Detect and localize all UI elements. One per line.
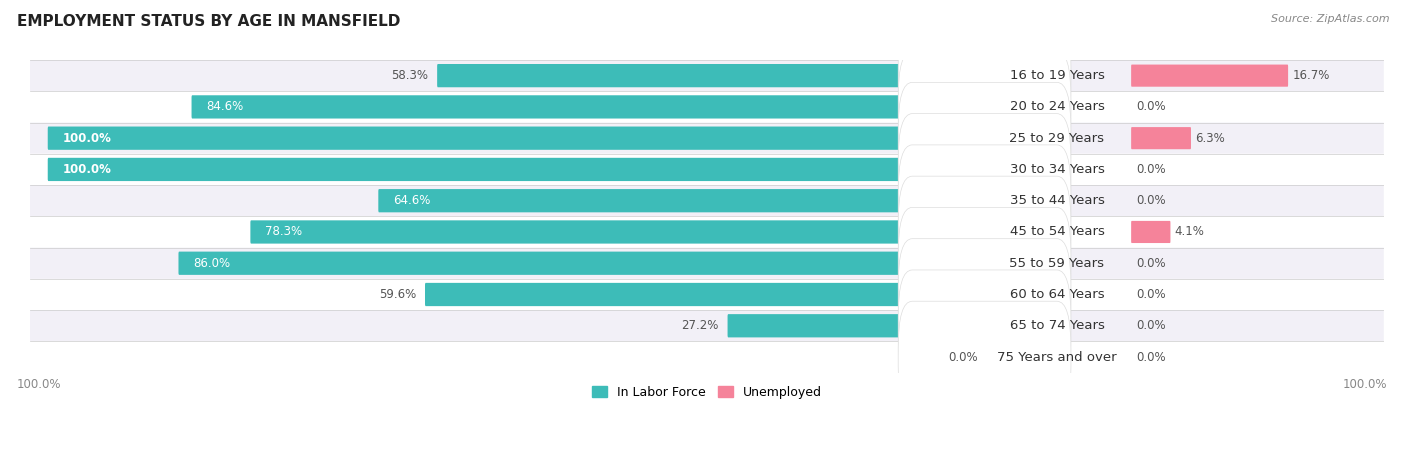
Text: 27.2%: 27.2% [682, 319, 718, 332]
FancyBboxPatch shape [1132, 127, 1191, 149]
Text: Source: ZipAtlas.com: Source: ZipAtlas.com [1271, 14, 1389, 23]
FancyBboxPatch shape [898, 238, 1071, 350]
Text: 0.0%: 0.0% [1136, 163, 1166, 176]
FancyBboxPatch shape [191, 95, 983, 118]
Text: 58.3%: 58.3% [391, 69, 429, 82]
FancyBboxPatch shape [30, 60, 1384, 91]
FancyBboxPatch shape [425, 283, 983, 306]
FancyBboxPatch shape [727, 314, 983, 338]
Text: 0.0%: 0.0% [1136, 100, 1166, 113]
Text: 0.0%: 0.0% [1136, 351, 1166, 364]
FancyBboxPatch shape [48, 158, 983, 181]
Text: EMPLOYMENT STATUS BY AGE IN MANSFIELD: EMPLOYMENT STATUS BY AGE IN MANSFIELD [17, 14, 401, 28]
Text: 45 to 54 Years: 45 to 54 Years [1010, 225, 1104, 238]
Text: 0.0%: 0.0% [948, 351, 977, 364]
Text: 100.0%: 100.0% [62, 132, 111, 144]
FancyBboxPatch shape [250, 220, 983, 243]
Text: 0.0%: 0.0% [1136, 288, 1166, 301]
FancyBboxPatch shape [1132, 64, 1288, 87]
Text: 0.0%: 0.0% [1136, 194, 1166, 207]
FancyBboxPatch shape [898, 301, 1071, 413]
Text: 84.6%: 84.6% [207, 100, 243, 113]
FancyBboxPatch shape [30, 154, 1384, 185]
Text: 78.3%: 78.3% [266, 225, 302, 238]
Text: 59.6%: 59.6% [380, 288, 416, 301]
Legend: In Labor Force, Unemployed: In Labor Force, Unemployed [586, 381, 827, 404]
FancyBboxPatch shape [898, 145, 1071, 256]
FancyBboxPatch shape [437, 64, 983, 87]
Text: 64.6%: 64.6% [394, 194, 430, 207]
Text: 16.7%: 16.7% [1292, 69, 1330, 82]
FancyBboxPatch shape [378, 189, 983, 212]
FancyBboxPatch shape [30, 185, 1384, 216]
FancyBboxPatch shape [1132, 221, 1170, 243]
Text: 20 to 24 Years: 20 to 24 Years [1010, 100, 1104, 113]
FancyBboxPatch shape [30, 342, 1384, 373]
FancyBboxPatch shape [179, 252, 983, 275]
FancyBboxPatch shape [48, 126, 983, 150]
Text: 86.0%: 86.0% [193, 257, 231, 270]
Text: 0.0%: 0.0% [1136, 257, 1166, 270]
FancyBboxPatch shape [898, 51, 1071, 163]
FancyBboxPatch shape [30, 279, 1384, 310]
Text: 35 to 44 Years: 35 to 44 Years [1010, 194, 1104, 207]
FancyBboxPatch shape [898, 176, 1071, 288]
Text: 0.0%: 0.0% [1136, 319, 1166, 332]
FancyBboxPatch shape [30, 248, 1384, 279]
FancyBboxPatch shape [30, 91, 1384, 122]
FancyBboxPatch shape [898, 270, 1071, 382]
Text: 60 to 64 Years: 60 to 64 Years [1010, 288, 1104, 301]
Text: 4.1%: 4.1% [1174, 225, 1205, 238]
FancyBboxPatch shape [30, 310, 1384, 342]
Text: 16 to 19 Years: 16 to 19 Years [1010, 69, 1104, 82]
FancyBboxPatch shape [898, 20, 1071, 131]
FancyBboxPatch shape [898, 113, 1071, 225]
Text: 30 to 34 Years: 30 to 34 Years [1010, 163, 1104, 176]
Text: 75 Years and over: 75 Years and over [997, 351, 1116, 364]
Text: 6.3%: 6.3% [1195, 132, 1225, 144]
FancyBboxPatch shape [30, 122, 1384, 154]
FancyBboxPatch shape [30, 216, 1384, 248]
Text: 65 to 74 Years: 65 to 74 Years [1010, 319, 1104, 332]
Text: 55 to 59 Years: 55 to 59 Years [1010, 257, 1105, 270]
FancyBboxPatch shape [898, 207, 1071, 319]
Text: 25 to 29 Years: 25 to 29 Years [1010, 132, 1105, 144]
Text: 100.0%: 100.0% [62, 163, 111, 176]
FancyBboxPatch shape [898, 82, 1071, 194]
